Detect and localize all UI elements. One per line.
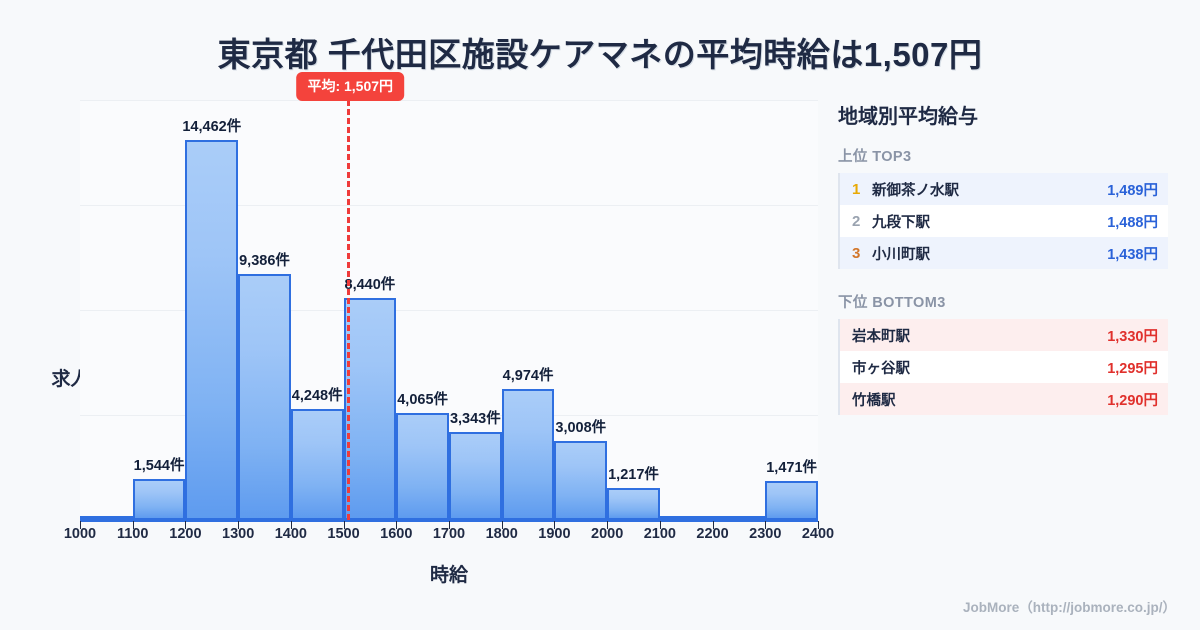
station-name: 市ヶ谷駅 [852,360,910,377]
panel-heading: 地域別平均給与 [838,106,978,128]
rank-row[interactable]: 3 小川町駅 1,438円 [840,237,1168,269]
x-tick [132,521,134,529]
bar-value-label: 9,386件 [239,252,290,269]
x-tick [765,521,767,529]
station-name: 新御茶ノ水駅 [872,182,959,199]
bar-value-label: 8,440件 [344,277,396,294]
x-tick [449,521,450,529]
bar-value-label: 1,544件 [133,458,185,475]
x-tick [185,521,187,529]
bar [396,413,449,520]
rank-row[interactable]: 岩本町駅 1,330円 [840,319,1168,351]
rank-number: 2 [852,212,861,230]
bottom3-list: 岩本町駅 1,330円市ヶ谷駅 1,295円竹橋駅 1,290円 [838,319,1168,415]
gridline [80,310,818,311]
bar [659,516,713,520]
x-tick [554,521,556,529]
station-name: 小川町駅 [872,246,930,263]
bar-value-label: 3,343件 [449,411,501,428]
bar [712,516,766,520]
bottom3-group-label: 下位 BOTTOM3 [838,295,946,311]
x-tick-label: 2400 [801,526,835,542]
station-name: 岩本町駅 [852,328,910,345]
station-wage-value: 1,438円 [1107,246,1158,263]
bar [132,479,186,520]
top3-list: 1 新御茶ノ水駅 1,489円 2 九段下駅 1,488円 3 小川町駅 1,438円 [838,173,1168,269]
bar-value-label: 4,974件 [502,368,554,385]
station-wage-value: 1,489円 [1107,182,1158,199]
bar [765,481,818,520]
bar [449,432,502,520]
rank-row[interactable]: 2 九段下駅 1,488円 [840,205,1168,237]
x-tick-label: 1500 [327,526,360,542]
station-wage-value: 1,290円 [1107,392,1158,409]
x-tick-label: 1800 [485,526,518,542]
x-tick [607,521,609,529]
x-tick-label: 1100 [116,526,149,542]
x-axis-label: 時給 [429,565,468,586]
bar-value-label: 4,065件 [397,392,449,409]
x-tick [818,521,819,529]
bar [554,441,608,520]
x-tick [343,521,345,529]
plot-area: 1,544件 14,462件 9,386件 4,248件 8,440件 4,065件 3,3… [80,72,819,529]
bar-value-label: 14,462件 [182,119,242,136]
x-tick [396,521,398,529]
page-title: 東京都 千代田区施設ケアマネの平均時給は1,507円 [217,36,983,73]
x-tick-label: 2100 [643,526,676,542]
x-tick [501,521,503,529]
bar-value-label: 1,471件 [766,460,818,477]
x-tick [659,521,661,529]
top3-group-label: 上位 TOP3 [838,149,912,165]
gridline [80,415,818,416]
bar [501,389,555,520]
bar-value-label: 4,248件 [291,387,343,404]
station-name: 九段下駅 [872,214,930,231]
rank-row[interactable]: 竹橋駅 1,290円 [840,383,1168,415]
bar [290,408,344,520]
x-tick [238,521,240,529]
bar-value-label: 1,217件 [608,467,659,484]
x-tick [80,521,81,529]
x-tick [712,521,714,529]
footer-attribution: JobMore（http://jobmore.co.jp/） [963,600,1176,615]
average-badge: 平均: 1,507円 [296,72,405,101]
x-tick-label: 1700 [432,526,466,542]
x-tick-label: 2300 [749,526,782,542]
bar-value-label: 3,008件 [555,420,607,437]
bar [238,273,291,520]
histogram-chart: 求人数 1,544件14,462件9,386件4,248件8,440件4,065… [20,72,834,586]
bar [343,298,397,520]
rank-row[interactable]: 1 新御茶ノ水駅 1,489円 [840,173,1168,205]
gridline [80,100,818,101]
gridline [80,205,818,206]
station-wage-value: 1,295円 [1107,360,1158,377]
rank-number: 1 [852,180,861,198]
x-tick-label: 1000 [63,526,97,542]
rank-number: 3 [852,244,861,262]
station-name: 竹橋駅 [852,392,896,409]
region-salary-panel: 地域別平均給与 上位 TOP3 1 新御茶ノ水駅 1,489円 2 九段下駅 1,488円… [838,100,1168,437]
station-wage-value: 1,330円 [1107,328,1158,345]
x-tick-label: 1600 [380,526,413,542]
bar [607,488,660,520]
bar [80,516,133,520]
x-tick-label: 2000 [591,526,624,542]
x-tick-label: 1300 [222,526,255,542]
bar-series: 1,544件 14,462件 9,386件 4,248件 8,440件 4,065件 3,3… [80,100,818,520]
x-tick-label: 1200 [169,526,202,542]
average-line: 平均: 1,507円 [296,72,405,520]
x-tick-label: 1400 [274,526,307,542]
x-tick-label: 1900 [538,526,571,542]
x-tick-label: 2200 [696,526,729,542]
x-tick [290,521,292,529]
rank-row[interactable]: 市ヶ谷駅 1,295円 [840,351,1168,383]
station-wage-value: 1,488円 [1107,214,1158,231]
bar [185,140,239,520]
